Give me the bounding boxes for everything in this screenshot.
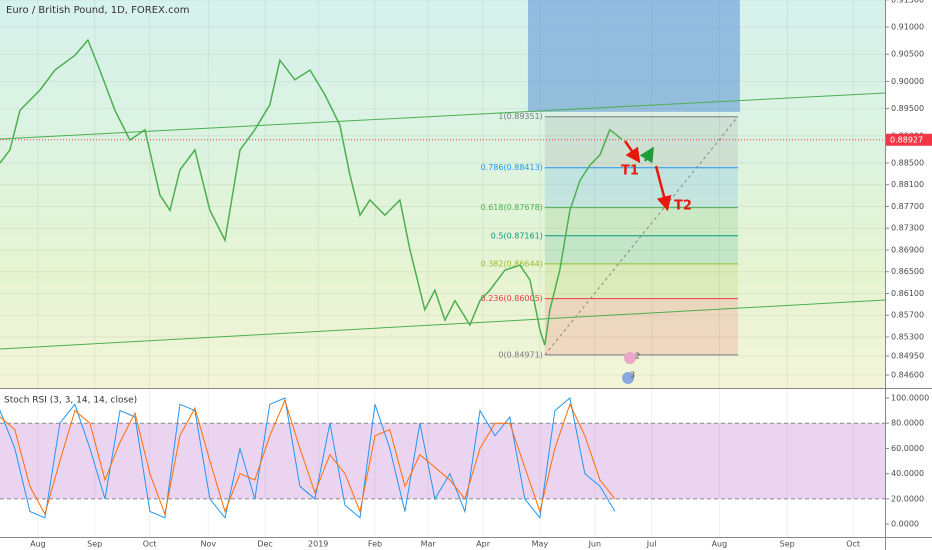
x-tick-label: May [532, 540, 549, 549]
arrow [623, 140, 641, 164]
y-tick-label: 100.0000 [891, 393, 929, 402]
stoch-band [0, 423, 885, 499]
price-pane [0, 0, 885, 388]
y-tick-label: 0.84950 [891, 352, 924, 361]
fib-label: 0(0.84971) [498, 350, 542, 359]
y-tick-label: 0.0000 [891, 520, 919, 529]
y-tick-label: 0.85700 [891, 311, 924, 320]
x-tick-label: Feb [368, 540, 382, 549]
y-tick-label: 0.89500 [891, 104, 924, 113]
fib-band [544, 298, 738, 355]
x-tick-label: Aug [30, 540, 46, 549]
event-icon [622, 372, 634, 384]
last-price-box [886, 133, 932, 146]
annotation: T1 [621, 164, 639, 179]
price-line [0, 38, 623, 346]
highlight-box [527, 0, 740, 112]
x-tick-label: Jul [646, 540, 657, 549]
y-tick-label: 0.87700 [891, 202, 924, 211]
chart-title: Euro / British Pound, 1D, FOREX.com [6, 5, 189, 16]
y-tick-label: 60.0000 [891, 444, 924, 453]
annotation: T2 [674, 199, 692, 214]
arrow [639, 146, 654, 164]
fib-label: 0.236(0.86005) [481, 294, 543, 303]
fib-band [544, 167, 738, 208]
fib-label: 0.786(0.88413) [481, 163, 543, 172]
indicator-title: Stoch RSI (3, 3, 14, 14, close) [4, 396, 137, 406]
channel-line [0, 299, 886, 350]
x-tick-label: Oct [846, 540, 860, 549]
y-tick-label: 0.91500 [891, 0, 924, 4]
y-tick-label: 0.90500 [891, 50, 924, 59]
fib-label: 0.5(0.87161) [491, 231, 543, 240]
y-tick-label: 0.86500 [891, 267, 924, 276]
channel-line [0, 92, 886, 140]
y-tick-label: 0.86900 [891, 245, 924, 254]
y-tick-label: 0.87300 [891, 224, 924, 233]
y-tick-label: 0.85300 [891, 332, 924, 341]
x-tick-label: Apr [476, 540, 491, 549]
y-tick-label: 0.86100 [891, 289, 924, 298]
x-tick-label: 2019 [308, 540, 328, 549]
x-tick-label: Sep [87, 540, 102, 549]
fib-band [544, 263, 738, 299]
x-tick-label: Sep [780, 540, 795, 549]
fib-label: 0.382(0.86644) [481, 259, 543, 268]
y-tick-label: 80.0000 [891, 419, 924, 428]
event-label: 2 [635, 352, 640, 361]
fib-label: 1(0.89351) [498, 112, 542, 121]
stoch-line [0, 399, 616, 516]
y-tick-label: 0.88500 [891, 158, 924, 167]
event-icon [624, 352, 636, 364]
y-tick-label: 0.90000 [891, 77, 924, 86]
x-tick-label: Jun [588, 540, 602, 549]
y-tick-label: 0.91000 [891, 23, 924, 32]
event-label: 3 [630, 371, 635, 380]
y-tick-label: 0.88100 [891, 180, 924, 189]
last-price-label: 0.88927 [890, 135, 923, 144]
fib-band [544, 116, 738, 168]
x-tick-label: Nov [200, 540, 216, 549]
y-tick-label: 20.0000 [891, 494, 924, 503]
y-tick-label: 0.84600 [891, 371, 924, 380]
fib-band [544, 235, 738, 264]
x-tick-label: Mar [421, 540, 437, 549]
arrow [654, 165, 672, 212]
fib-label: 0.618(0.87678) [481, 203, 543, 212]
x-tick-label: Dec [257, 540, 272, 549]
fib-band [544, 207, 738, 236]
x-tick-label: Aug [712, 540, 728, 549]
y-tick-label: 40.0000 [891, 469, 924, 478]
x-tick-label: Oct [143, 540, 157, 549]
